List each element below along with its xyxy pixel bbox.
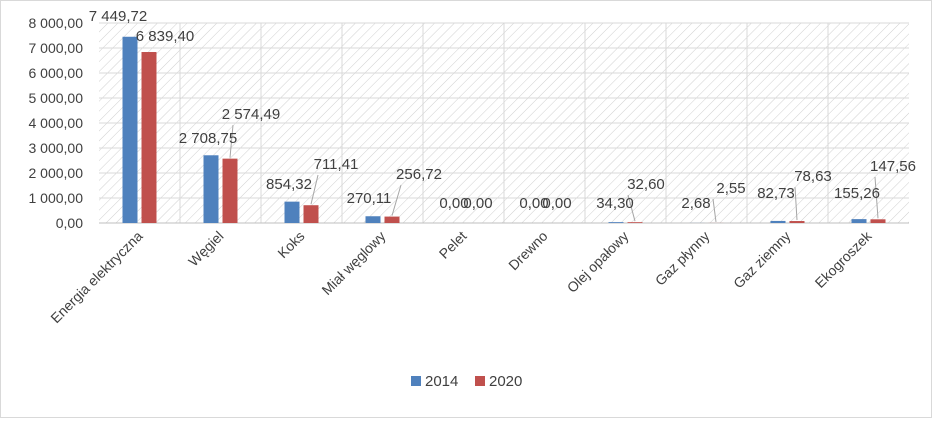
category-label: Ekogroszek <box>812 227 876 291</box>
data-label: 78,63 <box>794 168 832 185</box>
bar-2020 <box>142 52 157 223</box>
data-label: 0,00 <box>463 195 492 212</box>
data-label: 854,32 <box>266 176 312 193</box>
y-tick-label: 5 000,00 <box>29 90 84 106</box>
data-label: 7 449,72 <box>89 8 147 25</box>
legend-swatch-2020 <box>475 376 485 386</box>
bar-2014 <box>123 37 138 223</box>
legend-swatch-2014 <box>411 376 421 386</box>
bar-2014 <box>771 221 786 223</box>
bar-2014 <box>204 155 219 223</box>
bar-2014 <box>852 219 867 223</box>
category-label: Miał węglowy <box>318 228 388 298</box>
category-label: Pelet <box>436 228 470 262</box>
legend-label: 2014 <box>425 373 458 390</box>
bar-2020 <box>628 222 643 223</box>
bar-2020 <box>304 205 319 223</box>
y-tick-label: 6 000,00 <box>29 65 84 81</box>
data-label: 2,68 <box>681 195 710 212</box>
category-label: Olej opałowy <box>564 228 632 296</box>
category-label: Energia elektryczna <box>47 228 145 326</box>
category-label: Gaz płynny <box>652 228 713 289</box>
category-label: Koks <box>274 228 307 261</box>
y-tick-label: 3 000,00 <box>29 140 84 156</box>
data-label: 2 708,75 <box>179 130 237 147</box>
data-label: 270,11 <box>347 190 392 207</box>
bar-2020 <box>790 221 805 223</box>
bar-2020 <box>385 217 400 223</box>
y-tick-label: 7 000,00 <box>29 40 84 56</box>
category-label: Węgiel <box>185 228 227 270</box>
data-label: 2 574,49 <box>222 106 280 123</box>
data-label: 34,30 <box>596 195 634 212</box>
bar-2014 <box>285 202 300 223</box>
data-label: 32,60 <box>627 176 665 193</box>
data-label: 82,73 <box>757 185 795 202</box>
data-label: 256,72 <box>396 166 442 183</box>
data-label: 2,55 <box>716 180 745 197</box>
y-tick-label: 4 000,00 <box>29 115 84 131</box>
y-tick-label: 2 000,00 <box>29 165 84 181</box>
data-label: 711,41 <box>314 156 359 173</box>
bar-2014 <box>366 216 381 223</box>
legend-label: 2020 <box>489 373 522 390</box>
y-tick-label: 1 000,00 <box>29 190 84 206</box>
bar-2014 <box>609 222 624 223</box>
data-label: 0,00 <box>542 195 571 212</box>
data-label: 6 839,40 <box>136 28 194 45</box>
bar-2020 <box>223 159 238 223</box>
category-label: Drewno <box>505 228 551 274</box>
y-tick-label: 0,00 <box>56 215 83 231</box>
data-label: 155,26 <box>834 185 880 202</box>
data-label: 147,56 <box>870 158 916 175</box>
category-label: Gaz ziemny <box>730 228 794 292</box>
bar-2020 <box>871 219 886 223</box>
y-tick-label: 8 000,00 <box>29 15 84 31</box>
